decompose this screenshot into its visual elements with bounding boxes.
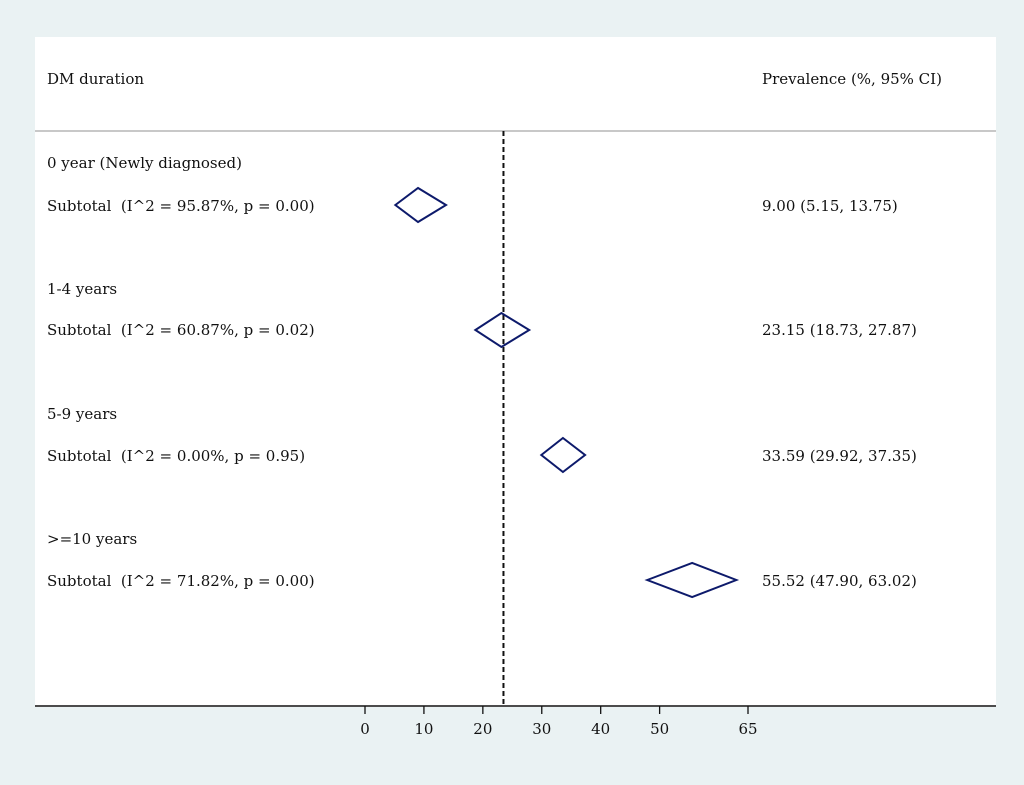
estimate-text: 33.59 (29.92, 37.35) (762, 447, 917, 465)
right-column-header: Prevalence (%, 95% CI) (762, 70, 942, 88)
subtotal-label: Subtotal (I^2 = 95.87%, p = 0.00) (47, 197, 315, 215)
x-tick-label: 50 (650, 720, 669, 738)
x-tick-label: 30 (532, 720, 551, 738)
group-heading: >=10 years (47, 530, 138, 548)
group-heading: 0 year (Newly diagnosed) (47, 154, 242, 172)
group-heading: 5-9 years (47, 405, 118, 423)
subtotal-label: Subtotal (I^2 = 60.87%, p = 0.02) (47, 321, 315, 339)
subtotal-diamond (473, 311, 532, 349)
estimate-text: 23.15 (18.73, 27.87) (762, 321, 917, 339)
plot-panel (35, 37, 996, 707)
x-tick-label: 0 (360, 720, 370, 738)
estimate-text: 55.52 (47.90, 63.02) (762, 572, 917, 590)
header-divider (35, 130, 996, 132)
subtotal-label: Subtotal (I^2 = 71.82%, p = 0.00) (47, 572, 315, 590)
subtotal-label: Subtotal (I^2 = 0.00%, p = 0.95) (47, 447, 306, 465)
left-column-header: DM duration (47, 70, 145, 88)
x-tick-label: 65 (738, 720, 757, 738)
x-tick-label: 10 (414, 720, 433, 738)
estimate-text: 9.00 (5.15, 13.75) (762, 197, 898, 215)
subtotal-diamond (539, 436, 587, 474)
group-heading: 1-4 years (47, 280, 118, 298)
subtotal-diamond (644, 561, 740, 599)
x-tick-label: 40 (591, 720, 610, 738)
subtotal-diamond (393, 186, 448, 224)
x-tick-label: 20 (473, 720, 492, 738)
